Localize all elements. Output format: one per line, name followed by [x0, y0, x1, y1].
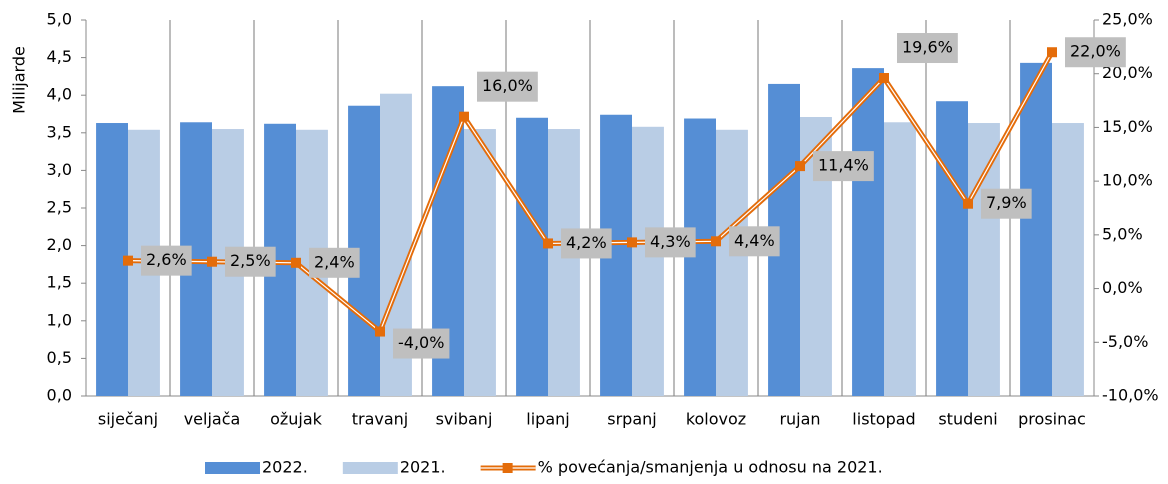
line-marker [291, 257, 301, 268]
y-tick-label: 0,5 [47, 348, 72, 367]
data-label: 19,6% [897, 33, 958, 64]
data-label-text: 11,4% [818, 156, 869, 175]
data-label-box [645, 227, 696, 258]
bar [968, 123, 1000, 397]
data-label-box [981, 188, 1032, 219]
legend-swatch [205, 462, 260, 474]
y-tick-label: 2,5 [47, 198, 72, 217]
line-marker [627, 237, 637, 248]
legend-label: 2022. [262, 458, 308, 477]
line-marker [123, 255, 133, 266]
line-marker [459, 111, 469, 122]
data-label-box [141, 245, 192, 276]
data-label-text: 22,0% [1070, 42, 1121, 61]
legend-marker [502, 463, 513, 473]
data-label-box [897, 33, 958, 64]
y-tick-label: 4,5 [47, 47, 72, 66]
data-label: 2,6% [141, 245, 192, 276]
y-tick-label: 2,0 [47, 235, 72, 254]
data-label-text: 2,4% [314, 252, 355, 271]
legend-label: 2021. [400, 458, 446, 477]
x-tick-label: travanj [352, 410, 409, 429]
data-label-text: 2,5% [230, 251, 271, 270]
y-tick-label: 0,0 [47, 386, 72, 405]
x-tick-label: studeni [938, 410, 997, 429]
data-label: 22,0% [1065, 37, 1126, 68]
data-label-box [225, 246, 276, 277]
x-tick-label: listopad [852, 410, 915, 429]
x-tick-label: kolovoz [686, 410, 746, 429]
data-label-box [1065, 37, 1126, 68]
data-label-box [309, 247, 360, 278]
bar [1052, 123, 1084, 397]
data-label-box [477, 71, 538, 102]
y2-tick-label: 5,0% [1102, 224, 1143, 243]
y2-tick-label: 0,0% [1102, 278, 1143, 297]
data-label: 2,4% [309, 247, 360, 278]
data-label-box [813, 151, 874, 182]
data-label-box [561, 228, 612, 259]
y2-tick-label: 20,0% [1102, 63, 1153, 82]
bar [852, 68, 884, 397]
y2-tick-label: 25,0% [1102, 10, 1153, 29]
bar [548, 129, 580, 397]
data-label: 7,9% [981, 188, 1032, 219]
data-label-box [729, 226, 780, 257]
data-label: 11,4% [813, 151, 874, 182]
line-marker [207, 256, 217, 267]
y-tick-label: 3,5 [47, 122, 72, 141]
y2-tick-label: 15,0% [1102, 117, 1153, 136]
line-marker [1047, 47, 1057, 58]
bar [1020, 62, 1052, 396]
x-tick-label: veljača [184, 410, 241, 429]
y2-tick-label: -10,0% [1102, 386, 1159, 405]
line-marker [711, 236, 721, 247]
y-axis-title: Milijarde [10, 46, 29, 114]
y2-tick-label: 10,0% [1102, 171, 1153, 190]
x-tick-label: lipanj [526, 410, 569, 429]
bar [716, 129, 748, 397]
data-label: 4,3% [645, 227, 696, 258]
bar [884, 122, 916, 396]
data-label-text: -4,0% [398, 333, 444, 352]
data-label-box [393, 328, 450, 359]
y-tick-label: 1,0 [47, 310, 72, 329]
data-label-text: 4,3% [650, 232, 691, 251]
line-marker [795, 161, 805, 172]
bar [516, 117, 548, 396]
line-marker [375, 326, 385, 337]
y-tick-label: 3,0 [47, 160, 72, 179]
x-tick-label: ožujak [270, 410, 323, 429]
bar [936, 101, 968, 396]
data-label-text: 7,9% [986, 193, 1027, 212]
x-tick-label: rujan [779, 410, 820, 429]
y-tick-label: 1,5 [47, 273, 72, 292]
bar [632, 126, 664, 396]
x-tick-label: prosinac [1018, 410, 1086, 429]
data-label: 4,4% [729, 226, 780, 257]
line-marker [543, 238, 553, 249]
data-label-text: 19,6% [902, 38, 953, 57]
data-label: 4,2% [561, 228, 612, 259]
y2-tick-label: -5,0% [1102, 332, 1148, 351]
data-label: -4,0% [393, 328, 450, 359]
bar [464, 129, 496, 397]
bar [96, 123, 128, 397]
legend-label: % povećanja/smanjenja u odnosu na 2021. [538, 458, 883, 477]
data-label-text: 2,6% [146, 250, 187, 269]
data-label-text: 16,0% [482, 76, 533, 95]
y-tick-label: 4,0 [47, 85, 72, 104]
line-marker [879, 73, 889, 84]
legend-swatch [342, 462, 398, 474]
x-tick-label: srpanj [607, 410, 656, 429]
data-label-text: 4,2% [566, 233, 607, 252]
x-tick-label: svibanj [436, 410, 493, 429]
data-label: 2,5% [225, 246, 276, 277]
y-tick-label: 5,0 [47, 10, 72, 29]
line-marker [963, 198, 973, 209]
data-label-text: 4,4% [734, 231, 775, 250]
data-label: 16,0% [477, 71, 538, 102]
x-tick-label: siječanj [98, 410, 158, 429]
